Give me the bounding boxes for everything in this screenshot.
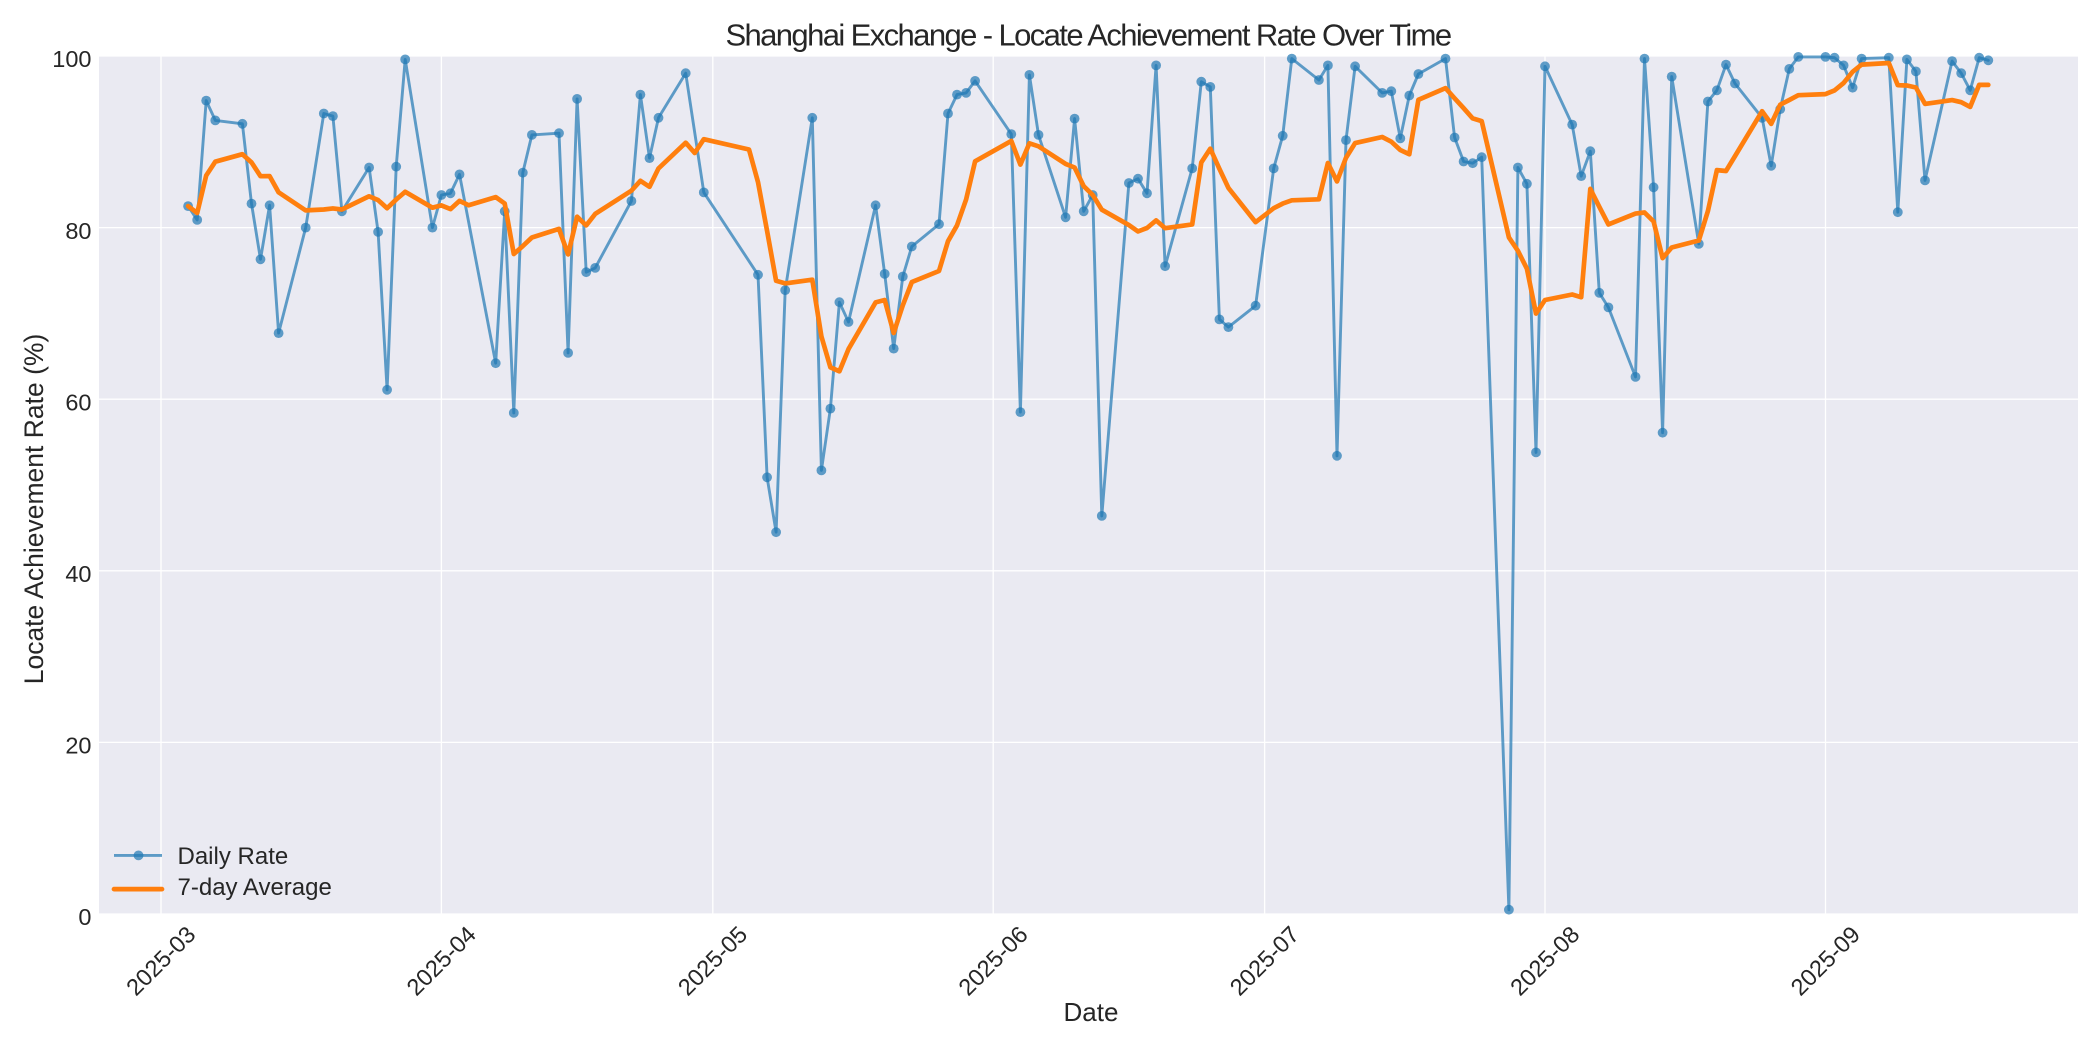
- svg-text:Date: Date: [1064, 997, 1119, 1027]
- svg-text:Locate Achievement Rate (%): Locate Achievement Rate (%): [19, 334, 49, 685]
- svg-text:80: 80: [65, 218, 91, 244]
- svg-text:Shanghai Exchange - Locate Ach: Shanghai Exchange - Locate Achievement R…: [725, 18, 1450, 53]
- svg-text:20: 20: [65, 733, 91, 759]
- svg-text:0: 0: [78, 904, 91, 930]
- svg-text:Daily Rate: Daily Rate: [178, 843, 289, 870]
- svg-text:40: 40: [65, 561, 91, 587]
- svg-text:60: 60: [65, 389, 91, 415]
- svg-text:7-day Average: 7-day Average: [178, 874, 332, 901]
- svg-text:100: 100: [52, 46, 91, 72]
